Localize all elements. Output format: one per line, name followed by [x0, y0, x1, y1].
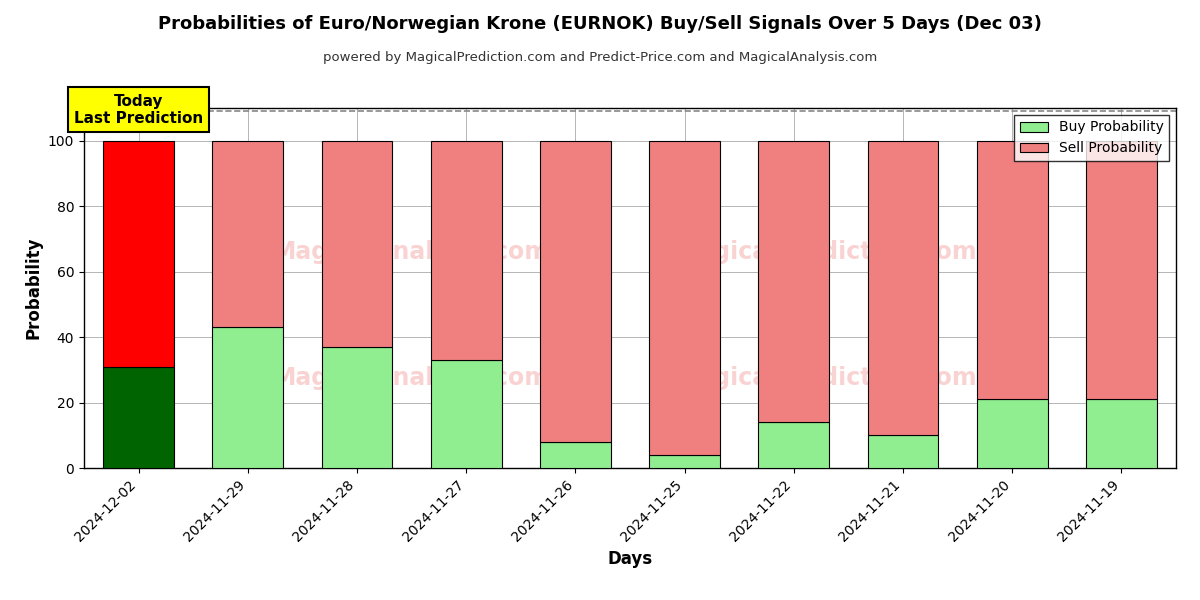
Bar — [1086, 141, 1157, 399]
Bar — [649, 455, 720, 468]
Bar — [977, 141, 1048, 399]
Bar — [322, 347, 392, 468]
Bar — [868, 141, 938, 435]
Text: Today
Last Prediction: Today Last Prediction — [74, 94, 203, 126]
Bar — [540, 442, 611, 468]
Text: MagicalAnalysis.com: MagicalAnalysis.com — [274, 240, 550, 264]
Bar — [431, 141, 502, 360]
Bar — [1086, 399, 1157, 468]
Bar — [868, 435, 938, 468]
Bar — [758, 141, 829, 422]
Bar — [758, 422, 829, 468]
Bar — [103, 141, 174, 367]
Bar — [649, 141, 720, 455]
Y-axis label: Probability: Probability — [24, 237, 42, 339]
Text: MagicalPrediction.com: MagicalPrediction.com — [676, 240, 978, 264]
X-axis label: Days: Days — [607, 550, 653, 568]
Legend: Buy Probability, Sell Probability: Buy Probability, Sell Probability — [1014, 115, 1169, 161]
Bar — [540, 141, 611, 442]
Bar — [322, 141, 392, 347]
Bar — [103, 367, 174, 468]
Bar — [977, 399, 1048, 468]
Text: Probabilities of Euro/Norwegian Krone (EURNOK) Buy/Sell Signals Over 5 Days (Dec: Probabilities of Euro/Norwegian Krone (E… — [158, 15, 1042, 33]
Bar — [212, 327, 283, 468]
Bar — [212, 141, 283, 327]
Text: MagicalPrediction.com: MagicalPrediction.com — [676, 366, 978, 390]
Text: powered by MagicalPrediction.com and Predict-Price.com and MagicalAnalysis.com: powered by MagicalPrediction.com and Pre… — [323, 51, 877, 64]
Bar — [431, 360, 502, 468]
Text: MagicalAnalysis.com: MagicalAnalysis.com — [274, 366, 550, 390]
